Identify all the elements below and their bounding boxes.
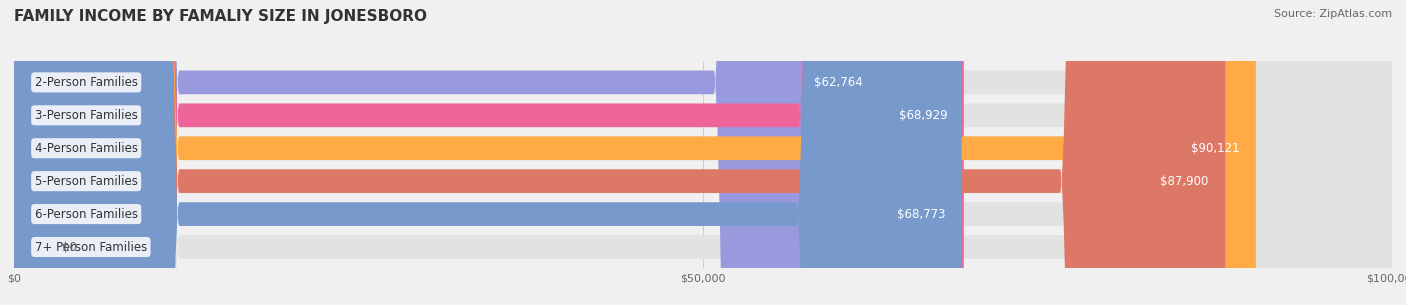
- Text: FAMILY INCOME BY FAMALIY SIZE IN JONESBORO: FAMILY INCOME BY FAMALIY SIZE IN JONESBO…: [14, 9, 427, 24]
- FancyBboxPatch shape: [14, 0, 879, 305]
- Text: 3-Person Families: 3-Person Families: [35, 109, 138, 122]
- Text: $90,121: $90,121: [1191, 142, 1239, 155]
- Text: 6-Person Families: 6-Person Families: [35, 208, 138, 221]
- FancyBboxPatch shape: [14, 0, 1392, 305]
- Text: $68,773: $68,773: [897, 208, 945, 221]
- Text: $87,900: $87,900: [1160, 175, 1209, 188]
- Text: $0: $0: [62, 241, 77, 253]
- Text: Source: ZipAtlas.com: Source: ZipAtlas.com: [1274, 9, 1392, 19]
- Text: 2-Person Families: 2-Person Families: [35, 76, 138, 89]
- FancyBboxPatch shape: [14, 0, 965, 305]
- FancyBboxPatch shape: [14, 0, 1392, 305]
- Text: $62,764: $62,764: [814, 76, 862, 89]
- FancyBboxPatch shape: [14, 0, 1225, 305]
- FancyBboxPatch shape: [14, 0, 1256, 305]
- FancyBboxPatch shape: [14, 0, 962, 305]
- FancyBboxPatch shape: [14, 0, 1392, 305]
- Text: 5-Person Families: 5-Person Families: [35, 175, 138, 188]
- FancyBboxPatch shape: [14, 0, 1392, 305]
- Text: 4-Person Families: 4-Person Families: [35, 142, 138, 155]
- Text: 7+ Person Families: 7+ Person Families: [35, 241, 148, 253]
- FancyBboxPatch shape: [14, 0, 1392, 305]
- Text: $68,929: $68,929: [898, 109, 948, 122]
- FancyBboxPatch shape: [14, 0, 1392, 305]
